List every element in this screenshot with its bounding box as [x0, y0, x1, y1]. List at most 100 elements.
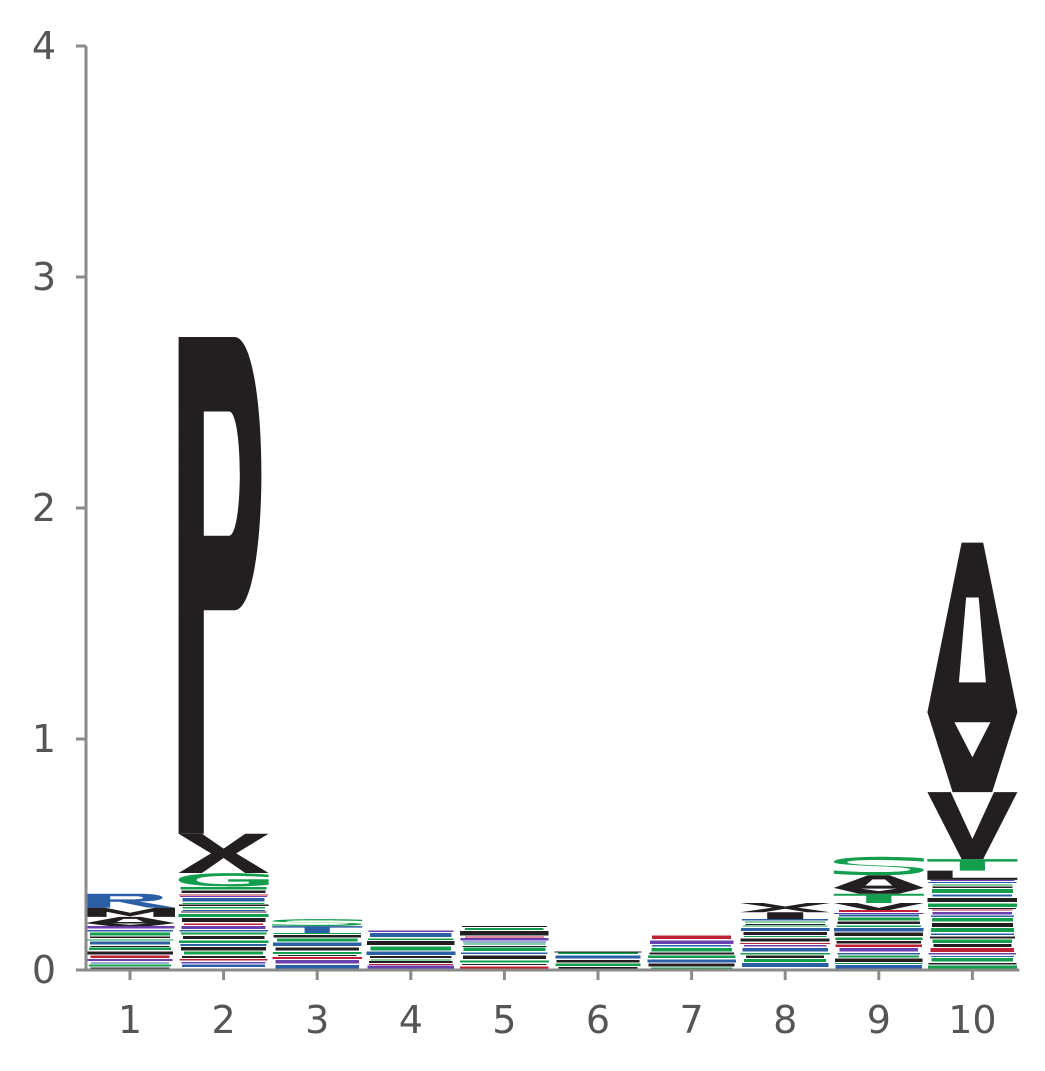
- minor-letter-stripe: [86, 939, 174, 941]
- letter-L-pos-10: [927, 870, 1018, 880]
- minor-letter-stripe: [370, 959, 452, 961]
- minor-letter-stripe: [90, 955, 170, 958]
- minor-letter-stripe: [181, 890, 266, 894]
- minor-letter-stripe: [182, 897, 265, 902]
- logo-column-4: [366, 930, 456, 969]
- minor-letter-stripe: [834, 928, 924, 932]
- minor-letter-stripe: [838, 910, 919, 912]
- minor-letter-stripe: [932, 894, 1013, 897]
- minor-letter-stripe: [276, 938, 358, 942]
- letter-I-pos-8: [767, 912, 804, 920]
- letter-glyph-A: [85, 916, 175, 927]
- minor-letter-stripe: [742, 925, 828, 927]
- minor-letter-stripe: [181, 926, 266, 930]
- minor-letter-stripe: [927, 897, 1018, 903]
- letter-glyph-P: [178, 337, 262, 834]
- minor-letter-stripe: [928, 882, 1017, 884]
- minor-letter-stripe: [652, 935, 732, 940]
- minor-letter-stripe: [931, 958, 1014, 962]
- minor-letter-stripe: [647, 955, 736, 959]
- minor-letter-stripe: [369, 933, 452, 938]
- minor-letter-stripe: [743, 936, 827, 938]
- letter-glyph-R: [85, 893, 175, 908]
- minor-letter-stripe: [743, 944, 827, 947]
- letter-glyph-X: [178, 833, 269, 873]
- minor-letter-stripe: [838, 955, 919, 958]
- logo-column-1: [85, 893, 175, 969]
- minor-letter-stripe: [181, 961, 266, 964]
- minor-letter-stripe: [838, 914, 919, 917]
- minor-letter-stripe: [87, 959, 173, 962]
- minor-letter-stripe: [460, 966, 549, 969]
- minor-letter-stripe: [742, 947, 828, 952]
- minor-letter-stripe: [463, 947, 546, 952]
- minor-letter-stripe: [834, 958, 923, 962]
- minor-letter-stripe: [740, 952, 830, 955]
- letter-A-pos-9: [833, 875, 924, 894]
- x-tick-label: 3: [305, 998, 329, 1042]
- minor-letter-stripe: [368, 964, 453, 966]
- minor-letter-stripe: [928, 953, 1017, 955]
- letter-V-pos-10: [927, 792, 1018, 860]
- minor-letter-stripe: [838, 917, 920, 921]
- minor-letter-stripe: [366, 951, 456, 956]
- minor-letter-stripe: [180, 946, 267, 951]
- minor-letter-stripe: [272, 942, 362, 947]
- letter-glyph-I: [767, 912, 804, 920]
- minor-letter-stripe: [278, 955, 357, 957]
- letter-A-pos-1: [85, 916, 175, 927]
- minor-letter-stripe: [932, 886, 1013, 889]
- minor-letter-stripe: [272, 951, 362, 954]
- letter-glyph-L: [927, 870, 1018, 880]
- minor-letter-stripe: [180, 932, 267, 935]
- minor-letter-stripe: [178, 940, 269, 944]
- minor-letter-stripe: [181, 918, 266, 923]
- minor-letter-stripe: [179, 894, 269, 896]
- minor-letter-stripe: [182, 907, 265, 909]
- minor-letter-stripe: [180, 886, 267, 890]
- minor-letter-stripe: [927, 965, 1017, 969]
- x-tick-label: 4: [399, 998, 423, 1042]
- minor-letter-stripe: [465, 936, 544, 938]
- minor-letter-stripe: [90, 936, 170, 939]
- minor-letter-stripe: [927, 903, 1017, 907]
- letter-R-pos-1: [85, 893, 175, 908]
- minor-letter-stripe: [648, 963, 735, 967]
- minor-letter-stripe: [460, 931, 549, 936]
- minor-letter-stripe: [178, 904, 269, 906]
- minor-letter-stripe: [931, 889, 1013, 894]
- minor-letter-stripe: [650, 967, 733, 969]
- logo-column-9: [833, 856, 924, 969]
- minor-letter-stripe: [86, 929, 174, 932]
- minor-letter-stripe: [178, 913, 269, 917]
- minor-letter-stripe: [834, 932, 924, 937]
- letter-T-pos-9: [833, 893, 924, 904]
- y-tick-label: 3: [32, 255, 56, 299]
- minor-letter-stripe: [367, 965, 454, 969]
- logo-column-10: [927, 542, 1018, 969]
- minor-letter-stripe: [555, 955, 641, 959]
- minor-letter-stripe: [88, 964, 172, 967]
- x-axis: 1 2 3 4 5 6 7 8 9 10: [86, 968, 1020, 1042]
- minor-letter-stripe: [273, 933, 361, 935]
- letter-S-pos-9: [833, 856, 924, 876]
- minor-letter-stripe: [462, 941, 547, 943]
- minor-letter-stripe: [89, 932, 171, 936]
- minor-letter-stripe: [275, 947, 360, 951]
- minor-letter-stripe: [649, 952, 734, 955]
- minor-letter-stripe: [740, 942, 831, 944]
- letter-T-pos-10: [927, 859, 1018, 871]
- minor-letter-stripe: [837, 952, 921, 955]
- minor-letter-stripe: [930, 879, 1015, 881]
- minor-letter-stripe: [931, 918, 1013, 922]
- minor-letter-stripe: [554, 951, 642, 953]
- letter-glyph-M: [85, 907, 175, 917]
- minor-letter-stripe: [370, 946, 452, 951]
- letter-P-pos-2: [178, 337, 262, 834]
- x-tick-label: 6: [586, 998, 610, 1042]
- minor-letter-stripe: [932, 939, 1013, 943]
- minor-letter-stripe: [932, 884, 1013, 886]
- minor-letter-stripe: [462, 963, 547, 966]
- x-tick-label: 7: [680, 998, 704, 1042]
- minor-letter-stripe: [741, 963, 829, 968]
